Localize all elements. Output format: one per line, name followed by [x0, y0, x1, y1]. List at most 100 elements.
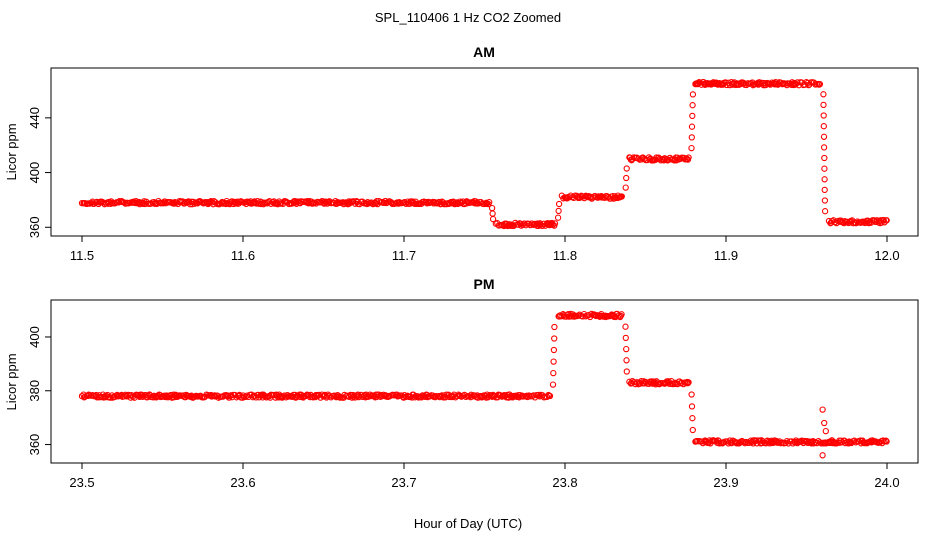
pm-transition-point [551, 323, 558, 331]
pm-data-point [882, 437, 890, 444]
pm-data-point [524, 393, 531, 401]
pm-transition-point [622, 334, 629, 342]
am-y-tick-label: 440 [27, 107, 42, 129]
pm-x-axis: 23.5 23.6 23.7 23.8 23.9 24.0 [69, 463, 900, 490]
x-axis-label: Hour of Day (UTC) [414, 516, 522, 531]
am-data-point [120, 199, 128, 206]
pm-x-tick-label: 24.0 [874, 475, 899, 490]
am-data-point [883, 217, 890, 224]
am-transition-point [821, 165, 828, 172]
pm-data-point [685, 379, 692, 386]
pm-y-axis-label: Licor ppm [4, 353, 19, 410]
am-transition-point [489, 215, 497, 223]
am-x-tick-label: 11.8 [553, 248, 577, 263]
pm-transition-point [549, 381, 557, 388]
am-transition-point [820, 112, 827, 119]
pm-y-axis: 360 380 400 [27, 326, 51, 455]
pm-data-point [632, 380, 639, 388]
am-data-point [486, 199, 493, 206]
am-transition-point [489, 210, 496, 217]
am-transition-point [688, 134, 695, 141]
am-transition-point [821, 197, 829, 204]
am-x-tick-label: 12.0 [874, 248, 899, 263]
pm-transition-point [550, 369, 557, 377]
pm-transition-point [623, 368, 630, 375]
pm-x-tick-label: 23.6 [230, 475, 255, 490]
am-data-point [677, 155, 684, 162]
am-transition-point [623, 165, 630, 172]
am-data-point [566, 194, 573, 201]
pm-data-point [378, 393, 386, 400]
am-transition-point [820, 101, 827, 109]
am-y-tick-label: 400 [27, 162, 42, 184]
pm-x-tick-label: 23.8 [552, 475, 577, 490]
am-transition-point [555, 207, 562, 215]
am-transition-point [689, 112, 696, 120]
am-transition-point [821, 208, 829, 215]
pm-transition-point [688, 403, 696, 410]
am-data-point [732, 81, 740, 89]
pm-transition-point [551, 335, 558, 342]
am-data-point [521, 220, 528, 227]
am-transition-point [821, 186, 828, 194]
am-transition-point [820, 91, 827, 98]
am-data-points [78, 78, 890, 230]
am-transition-point [555, 200, 563, 208]
am-data-point [782, 80, 789, 87]
am-y-tick-label: 360 [27, 216, 42, 238]
am-x-tick-label: 11.5 [70, 248, 94, 263]
pm-data-point [684, 379, 692, 387]
am-transition-point [488, 204, 496, 212]
am-transition-point [820, 123, 827, 130]
am-data-point [683, 155, 691, 162]
am-transition-point [688, 144, 695, 152]
pm-data-point [281, 392, 288, 399]
am-plot-frame [50, 67, 919, 237]
pm-data-point [618, 311, 625, 318]
am-x-axis: 11.5 11.6 11.7 11.8 11.9 12.0 [70, 236, 900, 263]
pm-transition-point [550, 358, 557, 365]
am-data-point [423, 200, 431, 207]
am-x-tick-label: 11.9 [714, 248, 738, 263]
am-y-axis: 360 400 440 [27, 107, 51, 238]
pm-x-tick-label: 23.5 [69, 475, 94, 490]
am-data-point [474, 200, 482, 207]
pm-transition-point [550, 346, 558, 354]
pm-data-point [224, 393, 231, 400]
pm-transition-point [689, 426, 696, 434]
am-transition-point [622, 184, 629, 191]
pm-data-point [326, 392, 333, 399]
pm-data-point [851, 437, 858, 444]
am-data-point [522, 222, 529, 229]
pm-outlier-point [819, 452, 826, 459]
am-transition-point [689, 102, 696, 109]
am-transition-point [689, 91, 697, 98]
pm-data-point [883, 438, 890, 445]
am-transition-point [821, 176, 828, 183]
am-x-tick-label: 11.6 [231, 248, 255, 263]
am-transition-point [821, 154, 828, 162]
pm-outlier-point [819, 406, 826, 413]
pm-panel-title: PM [474, 276, 495, 292]
am-y-axis-label: Licor ppm [4, 123, 19, 180]
am-data-point [685, 154, 692, 161]
pm-transition-point [622, 323, 629, 330]
figure-title: SPL_110406 1 Hz CO2 Zoomed [375, 10, 561, 25]
am-data-point [102, 200, 110, 207]
am-transition-point [623, 174, 630, 182]
pm-x-tick-label: 23.7 [391, 475, 416, 490]
am-transition-point [688, 123, 696, 130]
am-transition-point [820, 133, 828, 140]
am-transition-point [554, 214, 562, 221]
pm-transition-point [688, 391, 695, 398]
pm-data-point [615, 312, 622, 319]
am-panel-title: AM [473, 44, 495, 60]
pm-y-tick-label: 360 [27, 434, 42, 456]
am-data-point [551, 220, 559, 227]
am-transition-point [820, 144, 828, 151]
am-data-point [618, 193, 625, 200]
pm-y-tick-label: 400 [27, 326, 42, 348]
pm-transition-point [623, 345, 630, 353]
am-data-point [816, 80, 824, 88]
